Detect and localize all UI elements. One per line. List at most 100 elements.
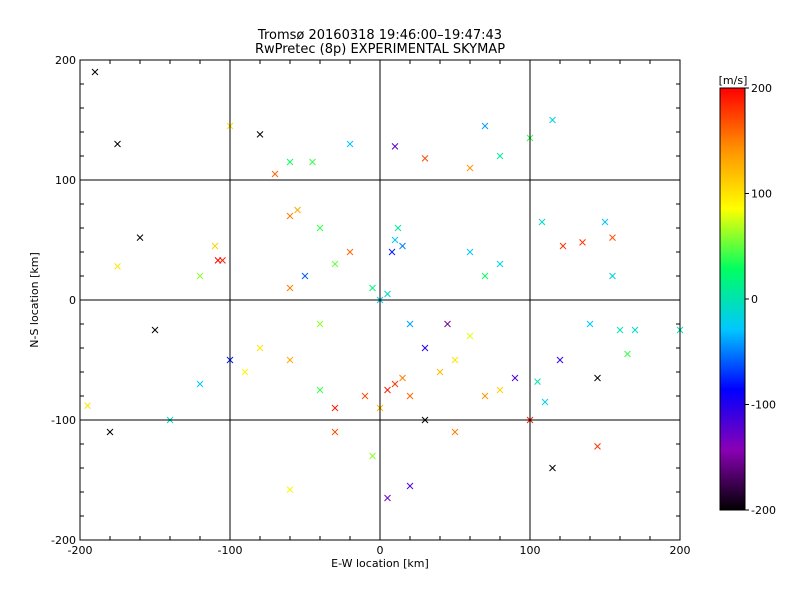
data-point [286,158,294,166]
data-point [219,257,226,264]
chart-subtitle: RwPretec (8p) EXPERIMENTAL SKYMAP [255,42,505,57]
x-axis-label: E-W location [km] [331,557,429,570]
data-point [294,206,301,214]
y-tick-label: 0 [69,294,76,307]
data-point [511,374,519,382]
data-point [481,272,489,280]
data-point [286,212,294,220]
data-point [579,239,586,246]
data-point [624,350,631,358]
data-point [91,68,99,76]
data-point [369,452,376,460]
data-point [496,152,504,160]
data-point [406,320,414,328]
data-point [331,428,339,436]
data-point [271,170,279,178]
data-point [481,122,489,130]
y-tick-label: 200 [55,54,76,67]
data-point [211,242,219,250]
data-point [388,248,396,256]
data-point [421,155,429,162]
data-point [301,272,309,280]
data-point [616,326,624,334]
data-point [541,398,549,406]
data-point [556,356,564,364]
data-point [361,392,369,400]
y-tick-label: -200 [51,534,76,547]
data-point [444,320,451,328]
data-point [609,234,616,241]
chart-title: Tromsø 20160318 19:46:00–19:47:43 [257,28,502,43]
colorbar-label: [m/s] [719,74,748,87]
data-point [256,344,264,352]
x-tick-label: 200 [670,544,691,557]
data-point [114,263,121,270]
data-point [496,386,504,394]
data-point [391,236,399,244]
data-point [316,320,324,328]
colorbar: -200 -100 0 100 200 [719,82,776,517]
data-point [406,392,414,400]
data-point [369,284,376,292]
colorbar-tick-label: 100 [751,188,772,201]
data-point [549,116,556,124]
data-point [286,486,294,493]
data-point [331,260,339,268]
data-point [406,482,414,490]
data-point [384,386,391,394]
data-point [586,320,594,328]
data-point [384,290,391,298]
data-point [538,218,546,226]
data-point [466,164,474,172]
y-tick-label: -100 [51,414,76,427]
data-point [394,224,402,232]
data-point [609,272,616,280]
data-point [346,140,354,148]
data-point [451,356,459,364]
data-point [594,443,601,450]
colorbar-gradient [719,87,746,511]
data-point [286,284,294,292]
x-tick-label: 100 [520,544,541,557]
y-axis-label: N-S location [km] [28,252,41,348]
data-point [256,131,264,138]
x-tick-label: -100 [218,544,243,557]
data-point [384,494,391,502]
x-tick-label: -200 [68,544,93,557]
data-point [399,242,406,250]
data-point [549,464,556,472]
data-point [466,248,474,256]
data-point [594,374,601,382]
data-point [316,224,324,232]
data-point [241,368,249,376]
data-points [84,68,684,502]
data-point [286,356,294,364]
data-point [601,218,609,226]
colorbar-tick-label: -100 [751,399,776,412]
data-point [151,326,159,334]
data-point [436,368,444,376]
data-point [196,380,204,388]
data-point [331,404,339,412]
data-point [106,428,114,436]
data-point [451,428,459,436]
data-point [496,260,504,268]
y-tick-label: 100 [55,174,76,187]
data-point [136,234,144,241]
data-point [559,242,567,250]
data-point [534,378,541,385]
data-point [421,344,429,352]
data-point [309,158,316,166]
data-point [391,380,399,388]
data-point [84,402,91,409]
colorbar-tick-label: 0 [751,293,758,306]
data-point [316,386,324,394]
data-point [391,143,399,150]
data-point [196,272,204,280]
data-point [466,332,474,340]
colorbar-tick-label: 200 [751,82,772,95]
data-point [631,326,639,334]
data-point [114,140,121,148]
data-point [399,374,406,382]
